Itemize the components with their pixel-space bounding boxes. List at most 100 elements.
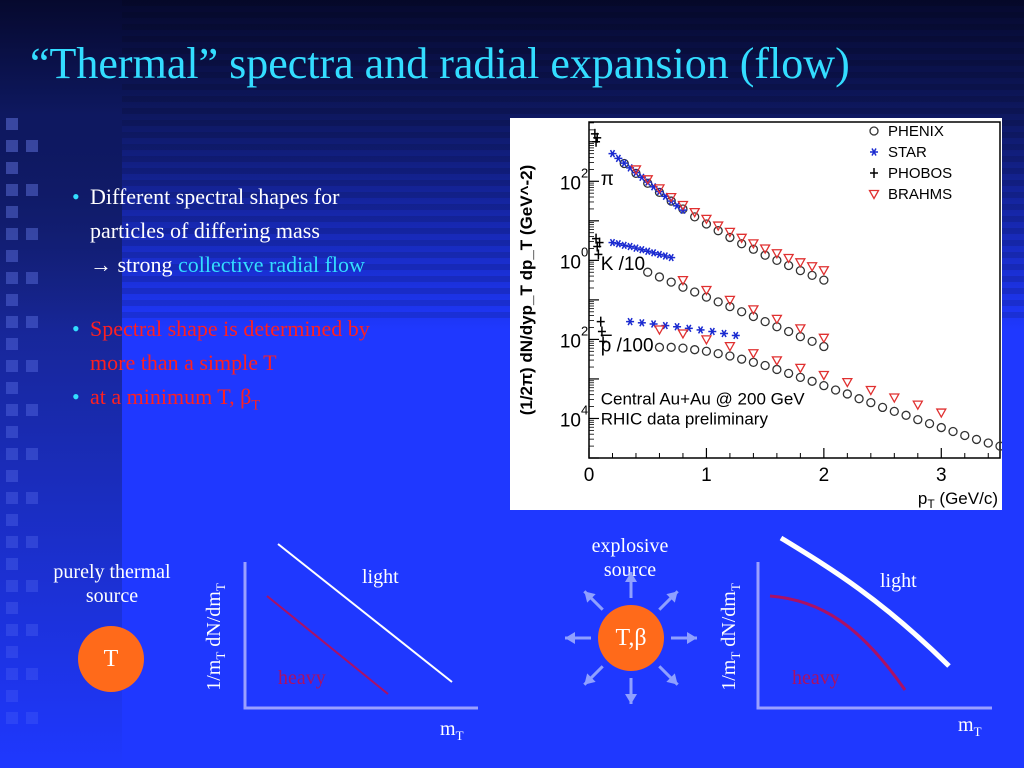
data-point-brahms bbox=[783, 253, 795, 264]
decorative-square bbox=[26, 536, 38, 548]
bullet-1-arrow-text: → strong bbox=[90, 252, 178, 277]
data-point-brahms bbox=[700, 285, 713, 296]
data-point-star bbox=[626, 242, 635, 251]
star-marker-stroke bbox=[621, 159, 627, 167]
bullet-list: • Different spectral shapes for particles… bbox=[72, 180, 492, 422]
data-point-brahms bbox=[665, 192, 677, 203]
explosion-arrow-head bbox=[687, 632, 697, 644]
data-point-phenix bbox=[701, 292, 712, 302]
star-marker-stroke bbox=[674, 201, 680, 210]
left-y-label-1: 1/m bbox=[203, 659, 225, 691]
left-heavy-label: heavy bbox=[278, 667, 326, 689]
data-point-phenix bbox=[748, 357, 759, 367]
y-tick-exponent: 2 bbox=[581, 323, 588, 338]
left-light-line bbox=[277, 543, 453, 683]
data-point-brahms bbox=[794, 258, 806, 269]
data-point-brahms bbox=[935, 408, 947, 419]
data-point-star bbox=[620, 159, 629, 167]
y-tick-label: 10 bbox=[560, 252, 581, 273]
decorative-square bbox=[26, 492, 38, 504]
legend-marker-star bbox=[870, 148, 878, 156]
star-marker-stroke bbox=[721, 329, 727, 338]
star-marker-stroke bbox=[621, 241, 627, 250]
data-point-brahms bbox=[747, 305, 760, 316]
bullet-1-text-1: Different spectral shapes for bbox=[90, 184, 340, 209]
bullet-1-text-2: particles of differing mass bbox=[90, 218, 320, 243]
decorative-square bbox=[26, 580, 38, 592]
data-point-phenix bbox=[737, 354, 747, 364]
star-marker-stroke bbox=[639, 173, 645, 182]
data-point-phenix bbox=[924, 418, 935, 429]
explosion-arrow-head bbox=[584, 591, 596, 603]
data-point-phenix bbox=[690, 287, 700, 297]
data-point-brahms bbox=[653, 184, 666, 195]
data-point-phenix bbox=[960, 430, 970, 441]
data-point-phenix bbox=[760, 250, 770, 260]
decorative-square bbox=[6, 338, 18, 350]
legend-label: PHENIX bbox=[888, 123, 944, 140]
data-point-star bbox=[608, 149, 617, 158]
decorative-square bbox=[26, 228, 38, 240]
data-point-phenix bbox=[701, 346, 712, 356]
data-point-phenix bbox=[807, 376, 817, 386]
explosive-source-label: explosive source bbox=[560, 534, 700, 582]
particle-label: K /10 bbox=[601, 254, 645, 275]
right-light-label: light bbox=[880, 570, 917, 592]
data-point-brahms bbox=[677, 275, 689, 286]
explosive-source-circle-label: T,β bbox=[615, 624, 647, 651]
data-point-phenix bbox=[654, 272, 665, 282]
star-marker-stroke bbox=[697, 326, 704, 334]
right-y-label-2: T bbox=[728, 651, 743, 660]
data-point-brahms bbox=[818, 370, 830, 381]
star-marker-stroke bbox=[639, 318, 645, 327]
star-marker-stroke bbox=[733, 331, 739, 340]
star-marker-stroke bbox=[627, 317, 633, 326]
decorative-square bbox=[6, 206, 18, 218]
decorative-square bbox=[6, 162, 18, 174]
decorative-square bbox=[6, 228, 18, 240]
bullet-3-beta: β bbox=[240, 384, 252, 409]
bullet-1-highlight: collective radial flow bbox=[178, 252, 365, 277]
decorative-square bbox=[26, 140, 38, 152]
data-point-phenix bbox=[842, 389, 852, 399]
data-point-phenix bbox=[795, 372, 806, 383]
decorative-square bbox=[26, 668, 38, 680]
decorative-square bbox=[6, 492, 18, 504]
bullet-2-line-1: • Spectral shape is determined by bbox=[72, 312, 492, 346]
data-point-phenix bbox=[643, 267, 653, 277]
data-point-phenix bbox=[995, 441, 1002, 451]
x-tick-label: 1 bbox=[701, 465, 712, 486]
data-point-phenix bbox=[854, 394, 864, 404]
particle-label: π bbox=[601, 169, 614, 190]
x-tick-label: 3 bbox=[936, 465, 947, 486]
data-point-brahms bbox=[888, 393, 900, 404]
decorative-square bbox=[6, 448, 18, 460]
data-point-phenix bbox=[760, 360, 770, 371]
data-point-star bbox=[614, 154, 623, 163]
data-point-phenix bbox=[783, 326, 794, 337]
data-point-star bbox=[620, 241, 629, 250]
data-point-star bbox=[673, 322, 682, 331]
data-point-brahms bbox=[653, 325, 666, 336]
decorative-square bbox=[6, 668, 18, 680]
data-point-phenix bbox=[971, 434, 982, 445]
slide-title: “Thermal” spectra and radial expansion (… bbox=[30, 39, 850, 88]
decorative-square bbox=[6, 184, 18, 196]
explosion-arrow-head bbox=[565, 632, 575, 644]
data-point-phenix bbox=[807, 336, 817, 347]
data-point-phenix bbox=[748, 311, 759, 322]
right-light-curve bbox=[779, 535, 951, 668]
annotation-line-2: RHIC data preliminary bbox=[601, 409, 769, 428]
left-y-label-2: T bbox=[213, 651, 228, 660]
legend-label: BRAHMS bbox=[888, 186, 952, 203]
data-point-star bbox=[684, 324, 693, 333]
star-marker-stroke bbox=[668, 253, 674, 262]
legend-marker-brahms bbox=[868, 189, 880, 200]
data-point-phenix bbox=[936, 422, 946, 433]
thermal-source-circle: T bbox=[78, 626, 144, 692]
data-point-brahms bbox=[771, 314, 783, 325]
decorative-square bbox=[6, 316, 18, 328]
star-marker-stroke bbox=[609, 238, 616, 247]
data-point-brahms bbox=[712, 221, 724, 232]
legend-marker-phobos bbox=[870, 168, 878, 178]
